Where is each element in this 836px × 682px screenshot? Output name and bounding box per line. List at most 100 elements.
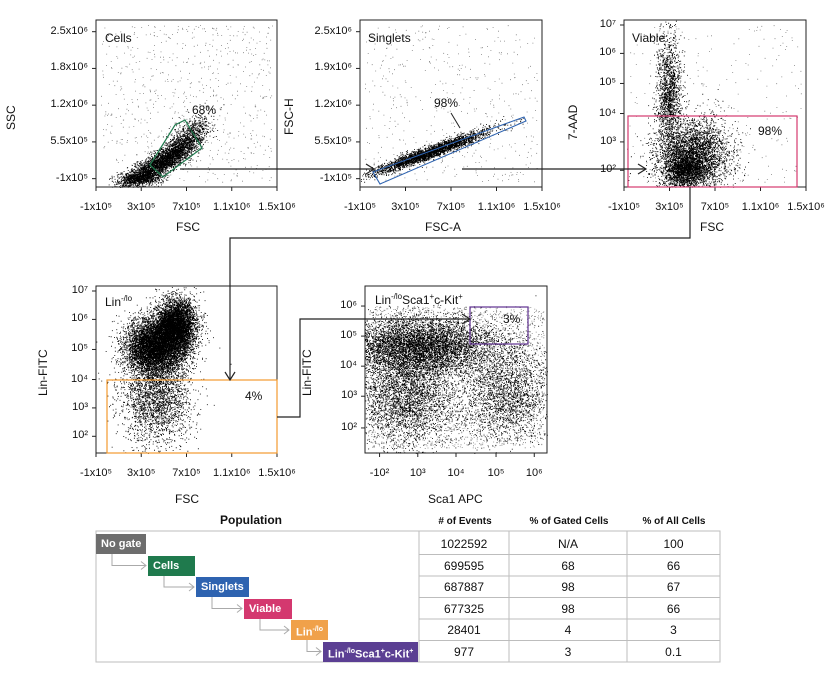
cells-plot-title: Cells (105, 31, 132, 45)
lsk-plot-xlabel: Sca1 APC (428, 492, 483, 506)
table-cell-gated: 98 (561, 601, 575, 616)
y-tick-label: 5.5x10⁵ (50, 134, 88, 147)
gate-step-5: Lin-/lo (291, 620, 328, 640)
y-tick-label: 10³ (341, 389, 357, 402)
cells-plot-xlabel: FSC (176, 220, 200, 234)
gate-connector-head (236, 604, 243, 613)
x-tick-label: -1x10⁵ (79, 201, 113, 213)
x-tick-label: 3x10⁵ (391, 201, 420, 213)
x-tick-label: 10⁵ (487, 467, 505, 479)
gate-connector (111, 553, 146, 566)
x-tick-label: 3x10⁵ (655, 201, 684, 213)
gate-pointer (189, 119, 197, 133)
gated-header: % of Gated Cells (529, 516, 609, 527)
event-dots (365, 295, 545, 402)
x-tick-label: -1x10⁵ (79, 467, 113, 479)
gate-connector-head (140, 561, 147, 570)
y-tick-label: 1.9x10⁶ (314, 61, 352, 74)
event-dots (134, 287, 221, 378)
lsk-gate-label: 3% (503, 312, 521, 326)
table-cell-gated: 4 (564, 623, 572, 637)
lsk-gate (469, 306, 529, 345)
table-cell-events: 677325 (443, 601, 485, 616)
table-cell-all: 66 (666, 558, 681, 573)
all-header: % of All Cells (642, 516, 706, 527)
gate-step-1: No gate (96, 534, 147, 554)
viable-gate (627, 115, 798, 188)
lsk-plot-title: Lin-/loSca1+c-Kit+ (375, 292, 463, 307)
y-tick-label: 10⁷ (599, 18, 616, 30)
x-tick-label: 10⁶ (525, 467, 543, 479)
table-cell-gated: 98 (561, 580, 575, 594)
table-frame (95, 530, 721, 663)
x-tick-label: 7x10⁵ (172, 467, 201, 479)
x-tick-label: 1.5x10⁶ (258, 201, 296, 213)
singlets-plot-title: Singlets (368, 31, 411, 45)
event-dots (648, 141, 714, 188)
y-tick-label: 5.5x10⁵ (314, 134, 352, 147)
table-cell-events: 699595 (443, 558, 485, 573)
table-cell-gated: 3 (564, 644, 572, 659)
cells-gate-label: 68% (192, 103, 217, 117)
population-header: Population (220, 513, 282, 527)
singlets-gate (372, 116, 527, 185)
singlets-gate-label: 98% (434, 96, 459, 110)
event-dots (368, 306, 545, 449)
y-tick-label: 2.5x10⁶ (314, 24, 352, 37)
y-tick-label: 10⁶ (599, 46, 616, 59)
y-tick-label: 10² (600, 163, 616, 176)
x-tick-label: 7x10⁵ (436, 201, 466, 213)
viable-plot-title: Viable (632, 31, 666, 45)
gate-connector (259, 618, 289, 631)
x-tick-label: 1.1x10⁶ (212, 201, 251, 213)
gate-connector-head (283, 625, 290, 635)
plot-1 (92, 19, 278, 191)
x-tick-label: -1x10⁵ (607, 201, 641, 213)
singlets-plot-ylabel: FSC-H (282, 98, 296, 135)
x-tick-label: 1.1x10⁶ (212, 467, 251, 479)
x-tick-label: 1.5x10⁶ (523, 201, 561, 213)
gate-connector-head (188, 582, 195, 592)
y-tick-label: 10⁵ (71, 342, 88, 355)
plot-3 (620, 19, 807, 191)
y-tick-label: 10⁵ (340, 329, 357, 342)
y-tick-label: 10³ (600, 134, 616, 147)
x-tick-label: 7x10⁵ (172, 201, 201, 213)
event-dots (365, 312, 491, 454)
table-cell-events: 28401 (447, 623, 481, 637)
viable-gate-label: 98% (758, 124, 783, 138)
table-cell-all: 66 (666, 601, 681, 616)
event-dots (98, 313, 232, 454)
gate-pointer (450, 112, 461, 129)
cells-plot-ylabel: SSC (4, 105, 18, 130)
event-dots (627, 83, 756, 188)
table-cell-events: 687887 (443, 580, 485, 594)
table-lines (95, 530, 721, 663)
flow-arrows (180, 163, 691, 418)
plot-2 (356, 19, 543, 191)
y-tick-label: 10² (72, 429, 88, 442)
arrow-head (365, 163, 376, 175)
gate-step-6: Lin-/loSca1+c-Kit+ (323, 641, 419, 662)
lin-plot-ylabel: Lin-FITC (36, 349, 50, 396)
y-tick-label: 10⁵ (599, 76, 616, 89)
event-dots (650, 20, 688, 184)
gate-step-3: Singlets (196, 577, 249, 597)
y-tick-label: 10⁶ (340, 299, 357, 312)
x-tick-label: 1.1x10⁶ (477, 201, 516, 213)
y-tick-label: 1.8x10⁶ (50, 61, 88, 74)
table-cell-all: 100 (663, 537, 684, 551)
scatter-layer (96, 20, 802, 454)
table-cell-all: 0.1 (665, 644, 682, 659)
gate-connector (211, 596, 242, 609)
plot-5 (361, 285, 548, 457)
x-tick-label: 7x10⁵ (700, 201, 730, 213)
y-tick-label: 10⁴ (340, 359, 357, 372)
lin-plot-xlabel: FSC (175, 492, 199, 506)
gate-connector (306, 639, 321, 652)
lsk-plot-ylabel: Lin-FITC (300, 349, 314, 396)
table-cell-all: 3 (670, 623, 677, 637)
table-cell-gated: 68 (561, 558, 575, 573)
y-tick-label: 10² (341, 420, 357, 433)
x-tick-label: -1x10⁵ (343, 201, 377, 213)
